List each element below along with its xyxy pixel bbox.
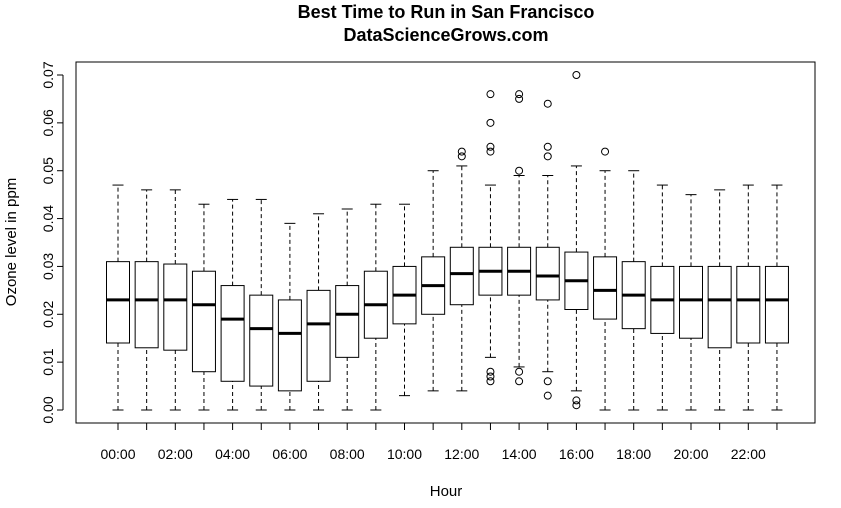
- y-tick-label: 0.01: [40, 348, 56, 375]
- outlier-point: [486, 372, 495, 381]
- x-tick-label: 08:00: [330, 446, 365, 462]
- iqr-box: [249, 294, 274, 387]
- outlier-point: [486, 90, 495, 99]
- x-tick-label: 14:00: [502, 446, 537, 462]
- y-tick-label: 0.00: [40, 396, 56, 423]
- outlier-point: [457, 147, 466, 156]
- box-19:00: [650, 184, 675, 411]
- box-08:00: [335, 208, 360, 411]
- iqr-box: [335, 285, 360, 358]
- outlier-point: [543, 99, 552, 108]
- outlier-point: [572, 396, 581, 405]
- iqr-box: [306, 289, 331, 382]
- x-axis: 00:00 02:00 04:00 06:00 08:00 10:00 12:00 14:00…: [100, 422, 778, 462]
- outlier-point: [572, 71, 581, 79]
- box-12:00: [449, 147, 474, 392]
- y-tick-label: 0.07: [40, 61, 56, 88]
- iqr-box: [679, 265, 703, 339]
- box-23:00: [764, 184, 789, 411]
- x-tick-label: 20:00: [673, 446, 708, 462]
- outlier-point: [543, 142, 552, 151]
- x-tick-label: 06:00: [272, 446, 307, 462]
- outlier-point: [457, 152, 466, 161]
- box-10:00: [392, 203, 417, 397]
- outlier-point: [601, 147, 610, 156]
- box-04:00: [220, 198, 245, 411]
- iqr-box: [449, 246, 474, 306]
- x-tick-label: 12:00: [444, 446, 479, 462]
- x-tick-label: 22:00: [731, 446, 766, 462]
- box-06:00: [277, 222, 302, 411]
- y-tick-label: 0.04: [40, 205, 56, 232]
- iqr-box: [106, 261, 130, 344]
- boxes: [106, 71, 789, 411]
- box-17:00: [593, 147, 618, 411]
- outlier-point: [486, 377, 495, 386]
- iqr-box: [277, 299, 302, 392]
- outlier-point: [486, 367, 495, 376]
- x-tick-label: 18:00: [616, 446, 651, 462]
- chart-subtitle: DataScienceGrows.com: [343, 25, 548, 45]
- box-21:00: [707, 189, 732, 411]
- box-15:00: [535, 99, 560, 400]
- outlier-point: [515, 94, 524, 103]
- iqr-box: [535, 246, 560, 301]
- iqr-box: [220, 285, 245, 382]
- box-03:00: [191, 203, 216, 411]
- outlier-point: [543, 377, 552, 386]
- y-tick-label: 0.03: [40, 253, 56, 280]
- box-11:00: [421, 170, 446, 392]
- outlier-point: [515, 166, 524, 175]
- y-tick-label: 0.02: [40, 300, 56, 327]
- iqr-box: [736, 265, 761, 344]
- outlier-point: [572, 401, 581, 410]
- box-09:00: [363, 203, 388, 411]
- outlier-point: [486, 118, 495, 127]
- box-16:00: [564, 71, 589, 410]
- box-00:00: [106, 184, 130, 411]
- box-18:00: [621, 170, 646, 411]
- iqr-box: [191, 270, 216, 373]
- box-07:00: [306, 213, 331, 411]
- outlier-point: [515, 377, 524, 386]
- y-axis-label: Ozone level in ppm: [3, 178, 20, 306]
- chart-title: Best Time to Run in San Francisco: [298, 2, 595, 22]
- x-axis-label: Hour: [430, 483, 463, 500]
- iqr-box: [134, 261, 159, 349]
- box-05:00: [249, 198, 274, 411]
- iqr-box: [707, 265, 732, 349]
- iqr-box: [163, 263, 188, 351]
- box-01:00: [134, 189, 159, 411]
- outlier-point: [543, 152, 552, 161]
- outlier-point: [486, 147, 495, 156]
- outlier-point: [515, 90, 524, 99]
- x-tick-label: 00:00: [100, 446, 135, 462]
- box-02:00: [163, 189, 188, 411]
- x-tick-label: 10:00: [387, 446, 422, 462]
- y-tick-label: 0.05: [40, 157, 56, 184]
- y-tick-label: 0.06: [40, 109, 56, 136]
- outlier-point: [543, 391, 552, 400]
- iqr-box: [593, 256, 618, 320]
- outlier-point: [486, 142, 495, 151]
- box-20:00: [679, 194, 703, 411]
- x-tick-label: 16:00: [559, 446, 594, 462]
- box-13:00: [478, 90, 503, 386]
- outlier-point: [515, 367, 524, 376]
- x-tick-label: 02:00: [158, 446, 193, 462]
- iqr-box: [764, 265, 789, 344]
- plot-frame: [75, 61, 816, 424]
- y-axis: 0.00 0.01 0.02 0.03 0.04 0.05 0.06 0.07: [40, 61, 64, 424]
- x-tick-label: 04:00: [215, 446, 250, 462]
- box-22:00: [736, 184, 761, 411]
- box-14:00: [507, 90, 532, 386]
